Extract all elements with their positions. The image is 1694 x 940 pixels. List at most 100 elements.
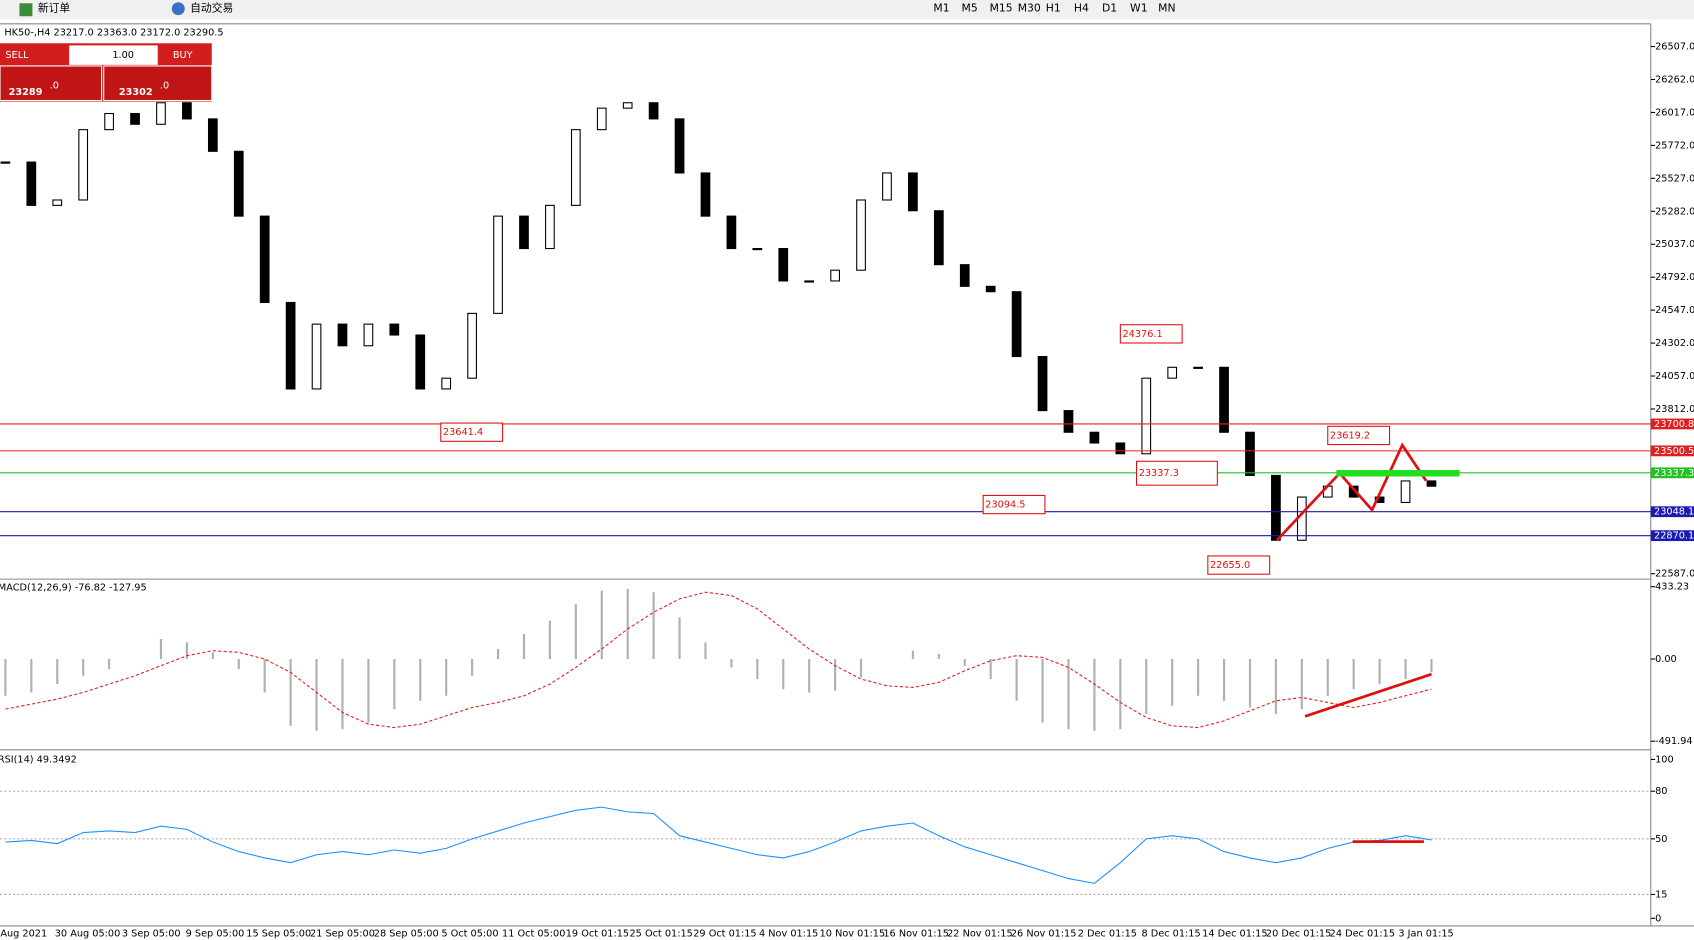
timeframe-button[interactable]: M15	[990, 2, 1013, 15]
candle	[26, 161, 37, 206]
macd-bar	[211, 652, 214, 660]
lot-value[interactable]: 1.00	[112, 50, 134, 61]
y-tick-label: 25282.0	[1655, 206, 1694, 217]
timeframe-button[interactable]: D1	[1102, 2, 1117, 15]
candle	[52, 199, 63, 206]
timeframe-button[interactable]: M30	[1018, 2, 1041, 15]
macd-bar	[419, 659, 422, 701]
candle	[1167, 366, 1178, 379]
macd-bar	[963, 659, 966, 666]
price-annotation-box	[1135, 460, 1218, 486]
bid-fraction: .0	[50, 80, 59, 91]
macd-bar	[808, 659, 811, 693]
y-tick-label: 25772.0	[1655, 140, 1694, 151]
y-tick-label: 26262.0	[1655, 74, 1694, 85]
rsi-header: RSI(14) 49.3492	[0, 755, 77, 766]
macd-bar	[1300, 659, 1303, 710]
chart-header: HK50-,H4 23217.0 23363.0 23172.0 23290.5	[4, 27, 223, 38]
candle	[933, 210, 944, 266]
timeframe-button[interactable]: W1	[1130, 2, 1148, 15]
macd-bar	[859, 659, 863, 678]
macd-bar	[574, 603, 577, 660]
candle	[1115, 442, 1126, 455]
timeframe-button[interactable]: H4	[1074, 2, 1089, 15]
macd-bar	[82, 659, 85, 676]
candle	[1348, 485, 1359, 498]
macd-bar	[937, 654, 940, 660]
macd-bar	[989, 659, 992, 680]
macd-bar	[367, 659, 370, 723]
candle	[467, 312, 477, 379]
drawings	[1275, 442, 1460, 843]
rsi-line	[5, 806, 1432, 884]
candle	[908, 172, 918, 212]
macd-arrow	[1304, 672, 1432, 718]
candle	[1063, 410, 1074, 433]
timeframe-button[interactable]: MN	[1158, 2, 1175, 15]
plots: 26507.0 26262.0 26017.0 25772.0 25527.0 25282…	[0, 42, 1694, 939]
price-annotation-box	[982, 494, 1046, 515]
price-annotation-box	[440, 422, 504, 442]
macd-bar	[548, 620, 551, 660]
timeframe-button[interactable]: H1	[1046, 2, 1061, 15]
macd-bar	[1326, 659, 1329, 696]
buy-button[interactable]: BUY	[173, 50, 193, 61]
x-tick-label: 3 Sep 05:00	[122, 928, 181, 939]
candle	[156, 102, 166, 125]
auto-trading-button[interactable]: 自动交易	[190, 1, 233, 15]
macd-bar	[1041, 659, 1044, 723]
macd-bar	[522, 633, 526, 660]
macd-bar	[471, 659, 474, 676]
macd-bar	[1222, 659, 1226, 701]
candle	[622, 102, 633, 109]
candle	[752, 248, 763, 251]
macd-bar	[1171, 659, 1174, 706]
y-tick-label: 25037.0	[1655, 239, 1694, 250]
candle	[1037, 355, 1048, 412]
y-tick-label: 50	[1655, 834, 1667, 845]
macd-bar	[1248, 659, 1252, 708]
candle	[104, 112, 114, 131]
x-tick-label: 15 Sep 05:00	[246, 928, 311, 939]
buy-box[interactable]	[103, 65, 213, 102]
macd-bar	[600, 590, 603, 660]
macd-bar	[56, 659, 59, 685]
y-tick-label: 24302.0	[1655, 338, 1694, 349]
candle	[311, 323, 322, 390]
candle	[182, 102, 192, 120]
price-annotation-box	[1207, 555, 1271, 575]
level-tag	[1650, 467, 1694, 479]
y-tick-label: 0.00	[1655, 654, 1677, 665]
macd-bar	[782, 659, 785, 690]
x-tick-label: 26 Nov 01:15	[1011, 928, 1077, 939]
x-tick-label: 30 Aug 05:00	[55, 928, 121, 939]
bid-price: 23289	[9, 87, 43, 98]
candle	[1400, 480, 1411, 503]
lot-input[interactable]	[69, 45, 158, 65]
new-order-icon[interactable]	[19, 3, 33, 17]
candle	[674, 118, 685, 174]
y-tick-label: 433.23	[1655, 582, 1689, 593]
x-tick-label: 22 Nov 01:15	[947, 928, 1013, 939]
candle	[856, 199, 866, 271]
sell-button[interactable]: SELL	[5, 50, 29, 61]
new-order-button[interactable]: 新订单	[38, 1, 71, 15]
auto-trading-icon[interactable]	[171, 2, 185, 16]
y-tick-label: 25527.0	[1655, 173, 1694, 184]
level-tag	[1650, 418, 1694, 430]
candle	[1426, 480, 1437, 487]
macd-bar	[1197, 659, 1200, 696]
macd-bar	[678, 617, 681, 660]
timeframe-button[interactable]: M5	[962, 2, 978, 15]
x-tick-label: 20 Dec 01:15	[1266, 928, 1331, 939]
macd-bar	[652, 592, 655, 660]
trend-arrows	[1275, 442, 1428, 542]
sell-box[interactable]	[0, 65, 103, 102]
price-annotation: 23619.2	[1330, 430, 1370, 441]
candle	[441, 377, 452, 390]
y-tick-label: 26017.0	[1655, 107, 1694, 118]
candle	[130, 112, 140, 125]
timeframe-button[interactable]: M1	[933, 2, 949, 15]
y-tick-label: 22587.0	[1655, 569, 1694, 580]
price-annotation-box	[1327, 425, 1391, 446]
